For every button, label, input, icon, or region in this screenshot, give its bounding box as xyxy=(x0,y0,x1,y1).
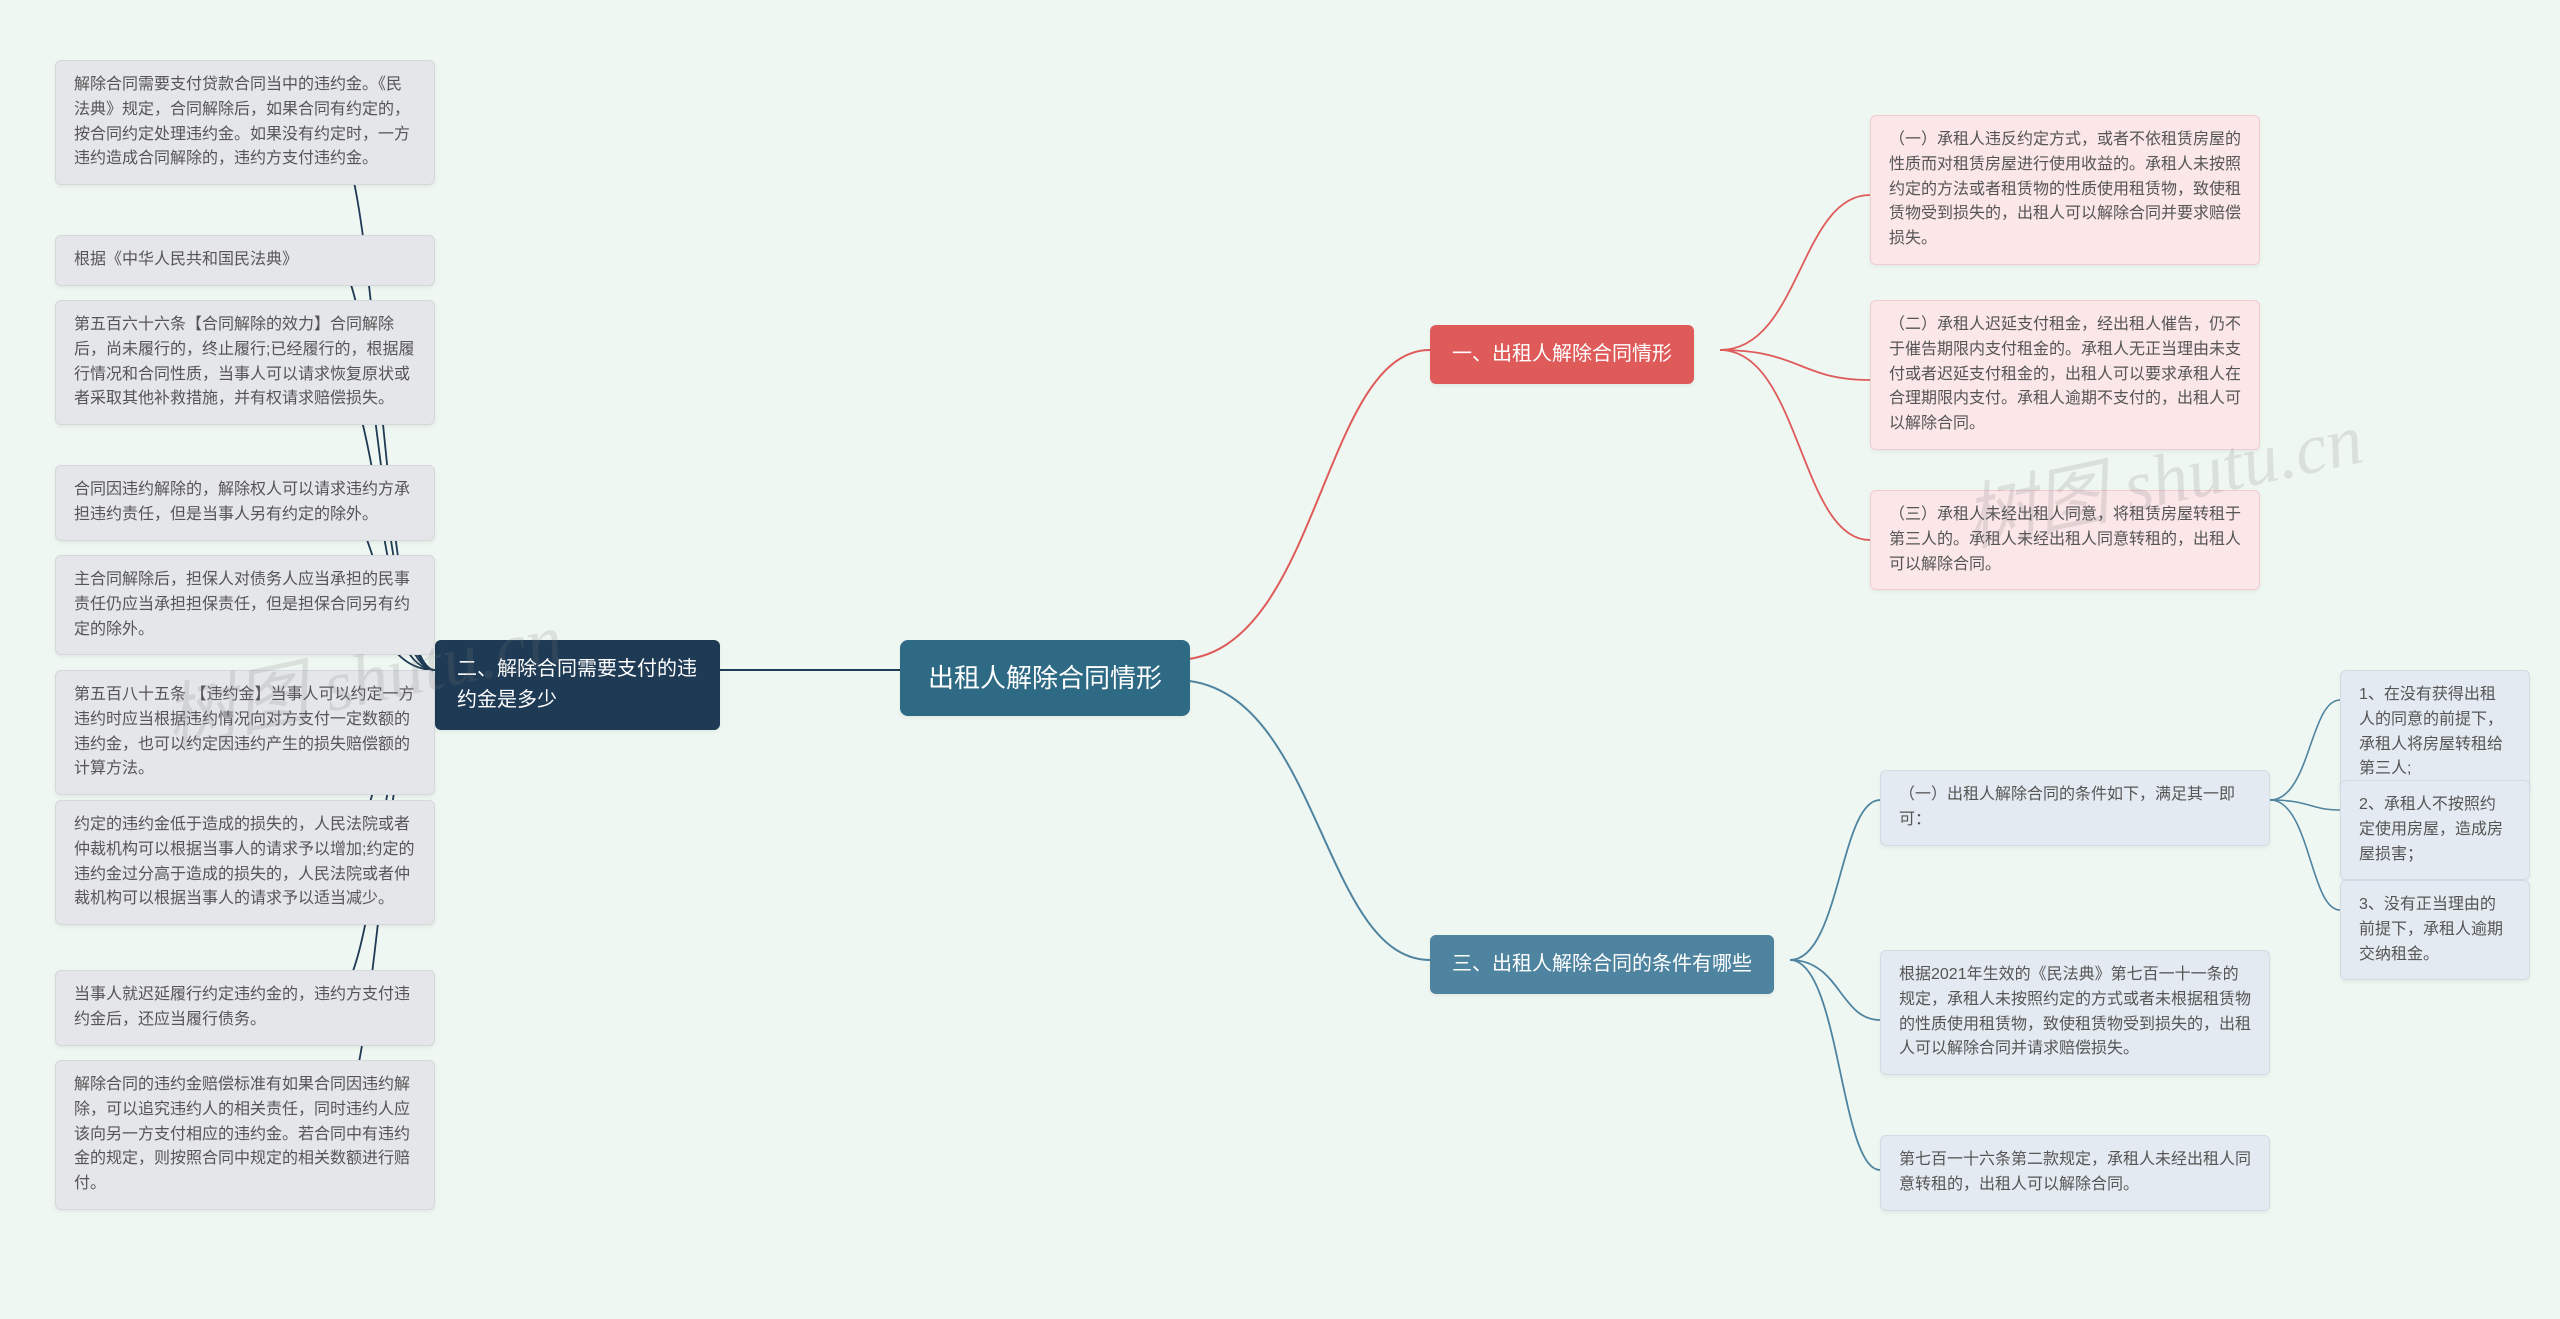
branch-2-leaf-8[interactable]: 当事人就迟延履行约定违约金的，违约方支付违约金后，还应当履行债务。 xyxy=(55,970,435,1046)
branch-3-sub1-leaf-3[interactable]: 3、没有正当理由的前提下，承租人逾期交纳租金。 xyxy=(2340,880,2530,980)
branch-2-leaf-1[interactable]: 解除合同需要支付贷款合同当中的违约金。《民法典》规定，合同解除后，如果合同有约定… xyxy=(55,60,435,185)
branch-3-sub1-leaf-1[interactable]: 1、在没有获得出租人的同意的前提下，承租人将房屋转租给第三人; xyxy=(2340,670,2530,795)
branch-2-leaf-3[interactable]: 第五百六十六条【合同解除的效力】合同解除后，尚未履行的，终止履行;已经履行的，根… xyxy=(55,300,435,425)
branch-2[interactable]: 二、解除合同需要支付的违约金是多少 xyxy=(435,640,720,730)
branch-2-leaf-5[interactable]: 主合同解除后，担保人对债务人应当承担的民事责任仍应当承担担保责任，但是担保合同另… xyxy=(55,555,435,655)
branch-2-leaf-9[interactable]: 解除合同的违约金赔偿标准有如果合同因违约解除，可以追究违约人的相关责任，同时违约… xyxy=(55,1060,435,1210)
branch-3-leaf-3[interactable]: 第七百一十六条第二款规定，承租人未经出租人同意转租的，出租人可以解除合同。 xyxy=(1880,1135,2270,1211)
branch-1-leaf-3[interactable]: （三）承租人未经出租人同意，将租赁房屋转租于第三人的。承租人未经出租人同意转租的… xyxy=(1870,490,2260,590)
branch-1-leaf-2[interactable]: （二）承租人迟延支付租金，经出租人催告，仍不于催告期限内支付租金的。承租人无正当… xyxy=(1870,300,2260,450)
branch-3-sub1[interactable]: （一）出租人解除合同的条件如下，满足其一即可： xyxy=(1880,770,2270,846)
branch-1[interactable]: 一、出租人解除合同情形 xyxy=(1430,325,1694,384)
branch-3[interactable]: 三、出租人解除合同的条件有哪些 xyxy=(1430,935,1774,994)
root-node[interactable]: 出租人解除合同情形 xyxy=(900,640,1190,716)
branch-3-leaf-2[interactable]: 根据2021年生效的《民法典》第七百一十一条的规定，承租人未按照约定的方式或者未… xyxy=(1880,950,2270,1075)
branch-3-sub1-leaf-2[interactable]: 2、承租人不按照约定使用房屋，造成房屋损害； xyxy=(2340,780,2530,880)
branch-2-leaf-4[interactable]: 合同因违约解除的，解除权人可以请求违约方承担违约责任，但是当事人另有约定的除外。 xyxy=(55,465,435,541)
branch-1-leaf-1[interactable]: （一）承租人违反约定方式，或者不依租赁房屋的性质而对租赁房屋进行使用收益的。承租… xyxy=(1870,115,2260,265)
branch-2-leaf-7[interactable]: 约定的违约金低于造成的损失的，人民法院或者仲裁机构可以根据当事人的请求予以增加;… xyxy=(55,800,435,925)
branch-2-leaf-6[interactable]: 第五百八十五条 【违约金】当事人可以约定一方违约时应当根据违约情况向对方支付一定… xyxy=(55,670,435,795)
branch-2-leaf-2[interactable]: 根据《中华人民共和国民法典》 xyxy=(55,235,435,286)
